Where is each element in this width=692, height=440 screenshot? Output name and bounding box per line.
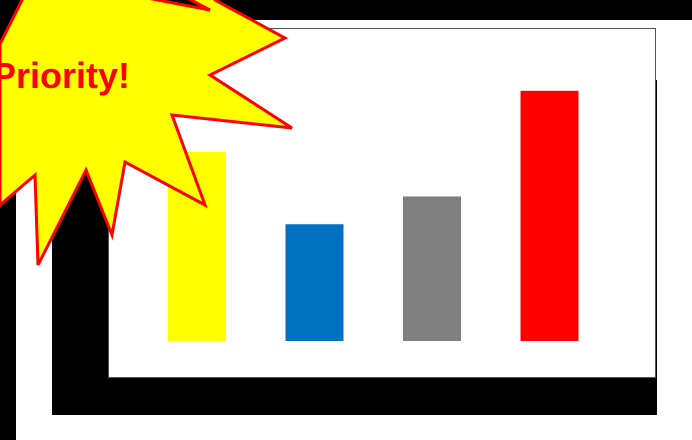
bar-4 [520, 90, 579, 341]
priority-callout-text: Priority! [0, 55, 130, 96]
starburst-shape [0, 0, 293, 266]
bar-2 [285, 224, 344, 341]
priority-starburst: Priority! [0, 0, 293, 266]
bar-3 [403, 196, 461, 341]
bar-chart [168, 90, 579, 341]
